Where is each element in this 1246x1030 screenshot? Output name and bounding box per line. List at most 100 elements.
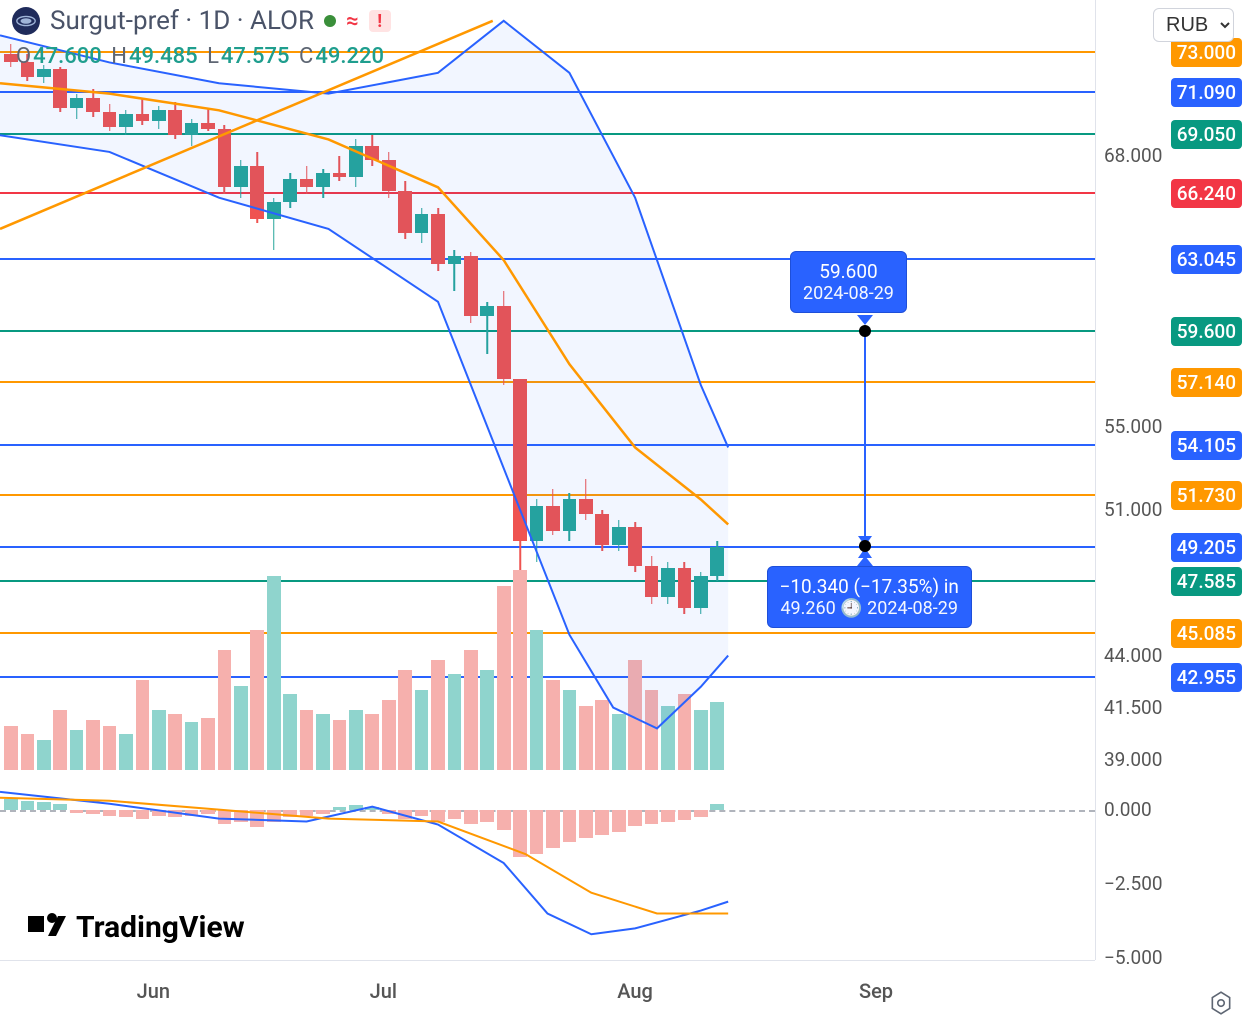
currency-selector[interactable]: RUB (1153, 8, 1234, 42)
price-plot-area[interactable]: 59.6002024-08-29 −10.340 (−17.35%) in49.2… (0, 0, 1095, 960)
macd-bar (694, 810, 708, 817)
level-label: 73.000 (1171, 38, 1242, 67)
level-label: 54.105 (1171, 431, 1242, 460)
volume-bar (300, 710, 314, 770)
level-label: 69.050 (1171, 120, 1242, 149)
macd-bar (201, 810, 215, 814)
chart-container: 59.6002024-08-29 −10.340 (−17.35%) in49.2… (0, 0, 1246, 1030)
level-line[interactable] (0, 381, 1095, 383)
macd-y-tick-label: −2.500 (1104, 872, 1163, 895)
market-status-dot-icon (324, 15, 336, 27)
macd-bar (218, 810, 232, 825)
ohlc-h-label: H (111, 44, 127, 69)
tradingview-logo-icon (28, 908, 66, 946)
approx-indicator-icon: ≈ (346, 9, 359, 34)
settings-gear-icon[interactable] (1208, 990, 1234, 1020)
measure-line[interactable] (864, 331, 866, 546)
volume-bar (480, 670, 494, 770)
macd-bar (168, 810, 182, 817)
level-line[interactable] (0, 192, 1095, 194)
y-tick-label: 51.000 (1104, 498, 1162, 521)
tradingview-watermark-text: TradingView (76, 910, 245, 945)
macd-bar (70, 810, 84, 813)
macd-bar (283, 810, 297, 817)
macd-y-tick-label: 0.000 (1104, 798, 1152, 821)
volume-bar (612, 714, 626, 770)
volume-bar (678, 694, 692, 770)
level-label: 66.240 (1171, 179, 1242, 208)
macd-bar (267, 810, 281, 822)
level-line[interactable] (0, 133, 1095, 135)
macd-bar (250, 810, 264, 828)
x-axis[interactable]: JunJulAugSep (0, 960, 1095, 1030)
chart-title[interactable]: Surgut-pref · 1D · ALOR (50, 6, 314, 36)
level-line[interactable] (0, 676, 1095, 678)
currency-select-input[interactable]: RUB (1153, 8, 1234, 42)
volume-bar (119, 734, 133, 770)
volume-bar (218, 650, 232, 770)
volume-bar (185, 722, 199, 770)
volume-bar (365, 714, 379, 770)
volume-bar (53, 710, 67, 770)
level-label: 42.955 (1171, 663, 1242, 692)
symbol-logo-icon (12, 7, 40, 35)
macd-bar (480, 810, 494, 822)
level-line[interactable] (0, 444, 1095, 446)
y-tick-label: 55.000 (1104, 415, 1162, 438)
measure-tooltip-bottom: −10.340 (−17.35%) in49.260 🕘 2024-08-29 (767, 566, 972, 628)
level-line[interactable] (0, 91, 1095, 93)
y-axis[interactable]: 73.00071.09069.05066.24063.04559.60057.1… (1095, 0, 1246, 960)
volume-bar (316, 714, 330, 770)
level-line[interactable] (0, 494, 1095, 496)
macd-bar (464, 810, 478, 825)
macd-bar (563, 810, 577, 843)
macd-y-tick-label: −5.000 (1104, 946, 1163, 969)
level-label: 45.085 (1171, 619, 1242, 648)
volume-bar (201, 718, 215, 770)
macd-bar (530, 810, 544, 855)
level-line[interactable] (0, 258, 1095, 260)
volume-bar (250, 630, 264, 770)
level-line[interactable] (0, 632, 1095, 634)
volume-bar (267, 576, 281, 770)
alert-indicator-icon[interactable]: ! (369, 10, 391, 32)
macd-bar (595, 810, 609, 835)
tooltip-date: 2024-08-29 (803, 283, 894, 304)
macd-bar (415, 810, 429, 816)
macd-bar (398, 810, 412, 819)
tooltip-price: 59.600 (803, 260, 894, 283)
tradingview-watermark: TradingView (28, 908, 245, 946)
macd-bar (365, 807, 379, 810)
volume-bar (645, 690, 659, 770)
macd-bar (316, 810, 330, 814)
x-tick-label: Aug (617, 979, 653, 1003)
macd-bar (86, 810, 100, 814)
x-tick-label: Jun (137, 979, 170, 1003)
macd-bar (4, 799, 18, 809)
tooltip-delta: −10.340 (−17.35%) in (780, 575, 959, 598)
macd-bar (37, 802, 51, 809)
level-line[interactable] (0, 330, 1095, 332)
volume-bar (530, 630, 544, 770)
volume-bar (136, 680, 150, 770)
volume-bar (86, 720, 100, 770)
y-tick-label: 39.000 (1104, 748, 1162, 771)
y-tick-label: 68.000 (1104, 144, 1162, 167)
volume-bar (431, 660, 445, 770)
volume-bar (579, 706, 593, 770)
macd-bar (645, 810, 659, 825)
macd-bar (612, 810, 626, 832)
measure-anchor-dot[interactable] (859, 540, 871, 552)
x-tick-label: Jul (370, 979, 397, 1003)
volume-bar (70, 730, 84, 770)
macd-bar (300, 810, 314, 816)
level-line[interactable] (0, 546, 1095, 548)
volume-bar (283, 694, 297, 770)
y-tick-label: 44.000 (1104, 644, 1162, 667)
macd-bar (21, 801, 35, 810)
measure-anchor-dot[interactable] (859, 325, 871, 337)
volume-bar (595, 700, 609, 770)
volume-bar (168, 714, 182, 770)
macd-bar (710, 804, 724, 810)
volume-bar (398, 670, 412, 770)
